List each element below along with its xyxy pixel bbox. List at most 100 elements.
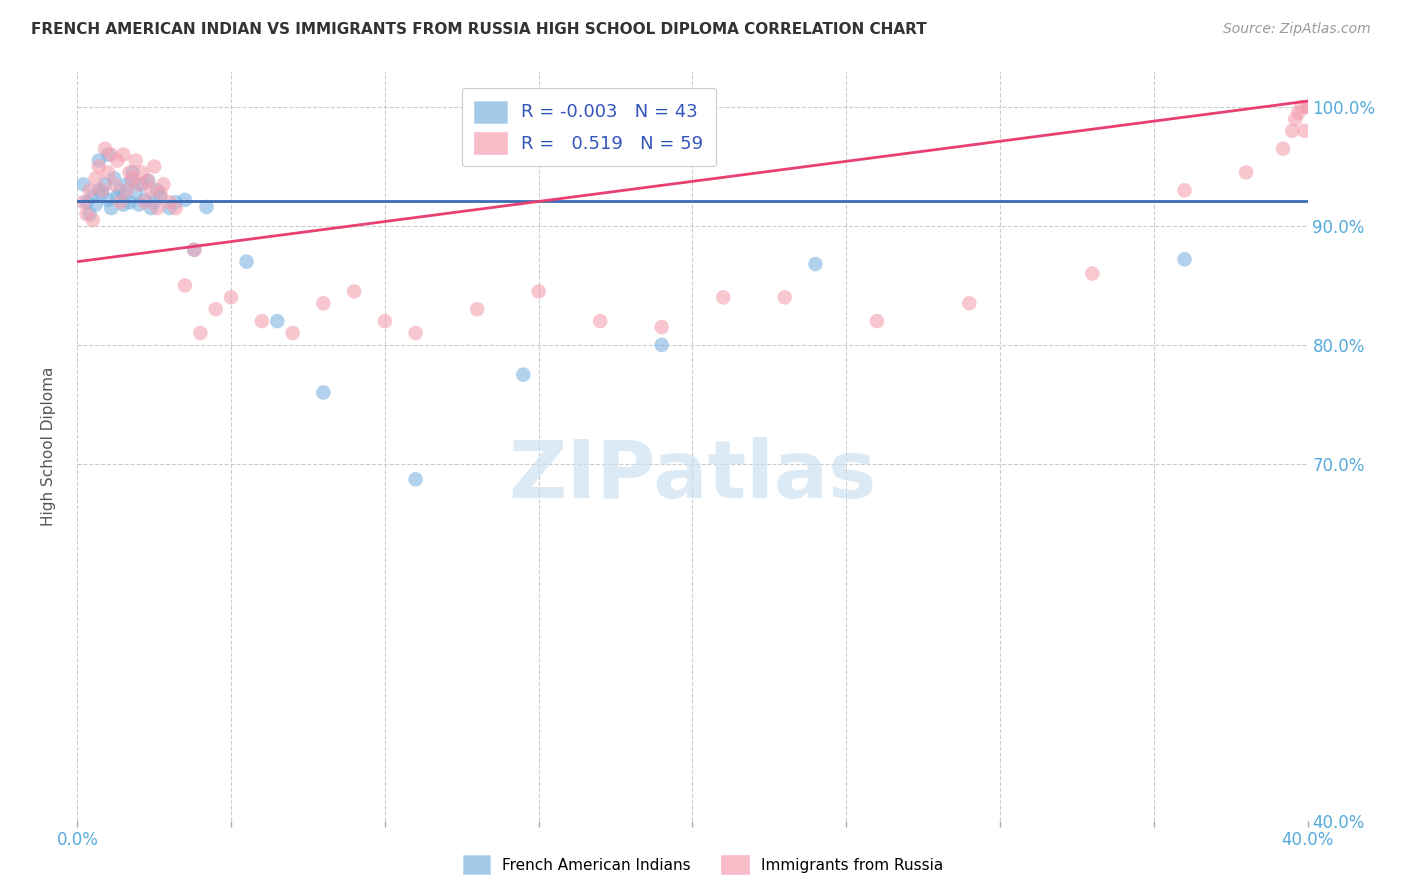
Point bbox=[281, 326, 304, 340]
Point bbox=[235, 254, 257, 268]
Point bbox=[79, 183, 101, 197]
Point bbox=[143, 160, 166, 174]
Point bbox=[118, 165, 141, 179]
Point bbox=[1174, 252, 1197, 267]
Point bbox=[94, 178, 117, 192]
Point bbox=[141, 183, 163, 197]
Point bbox=[1296, 100, 1319, 114]
Point bbox=[110, 195, 132, 210]
Point bbox=[152, 178, 174, 192]
Point bbox=[84, 171, 107, 186]
Point bbox=[103, 178, 125, 192]
Point bbox=[72, 195, 94, 210]
Text: Source: ZipAtlas.com: Source: ZipAtlas.com bbox=[1223, 22, 1371, 37]
Point bbox=[94, 142, 117, 156]
Point bbox=[131, 178, 153, 192]
Point bbox=[651, 320, 673, 334]
Point bbox=[115, 183, 138, 197]
Point bbox=[72, 178, 94, 192]
Point bbox=[804, 257, 827, 271]
Point bbox=[125, 186, 148, 200]
Point bbox=[136, 174, 159, 188]
Point bbox=[79, 207, 101, 221]
Y-axis label: High School Diploma: High School Diploma bbox=[42, 367, 56, 525]
Point bbox=[121, 171, 143, 186]
Point bbox=[1286, 106, 1309, 120]
Point bbox=[312, 385, 335, 400]
Point bbox=[105, 153, 128, 168]
Point bbox=[188, 326, 212, 340]
Point bbox=[136, 174, 159, 188]
Point bbox=[773, 290, 796, 304]
Point bbox=[1272, 142, 1295, 156]
Point bbox=[112, 189, 135, 203]
Point bbox=[134, 195, 156, 210]
Point bbox=[76, 207, 98, 221]
Point bbox=[711, 290, 734, 304]
Point bbox=[465, 302, 488, 317]
Point bbox=[82, 213, 104, 227]
Point bbox=[174, 278, 197, 293]
Point bbox=[250, 314, 273, 328]
Point bbox=[183, 243, 205, 257]
Point bbox=[343, 285, 366, 299]
Point bbox=[134, 193, 156, 207]
Point bbox=[1281, 124, 1303, 138]
Point bbox=[128, 178, 150, 192]
Point bbox=[87, 160, 110, 174]
Point bbox=[405, 326, 427, 340]
Point bbox=[115, 178, 138, 192]
Point bbox=[90, 186, 114, 200]
Point bbox=[97, 165, 120, 179]
Point bbox=[183, 243, 205, 257]
Point bbox=[149, 189, 172, 203]
Point bbox=[97, 147, 120, 161]
Point bbox=[1294, 124, 1316, 138]
Point bbox=[105, 189, 128, 203]
Point bbox=[1234, 165, 1257, 179]
Point bbox=[128, 197, 150, 211]
Point bbox=[76, 195, 98, 210]
Point bbox=[1296, 100, 1319, 114]
Point bbox=[112, 147, 135, 161]
Point bbox=[174, 193, 197, 207]
Point bbox=[957, 296, 980, 310]
Point bbox=[195, 200, 218, 214]
Point bbox=[1081, 267, 1104, 281]
Point bbox=[112, 197, 135, 211]
Point bbox=[165, 201, 187, 215]
Point bbox=[100, 147, 122, 161]
Point bbox=[405, 472, 427, 486]
Point bbox=[90, 183, 114, 197]
Point bbox=[121, 165, 143, 179]
Point bbox=[82, 189, 104, 203]
Point bbox=[866, 314, 889, 328]
Point bbox=[121, 174, 143, 188]
Point bbox=[266, 314, 288, 328]
Point bbox=[1284, 112, 1306, 126]
Point bbox=[1174, 183, 1197, 197]
Text: ZIPatlas: ZIPatlas bbox=[509, 437, 876, 515]
Point bbox=[589, 314, 612, 328]
Point bbox=[84, 197, 107, 211]
Legend: R = -0.003   N = 43, R =   0.519   N = 59: R = -0.003 N = 43, R = 0.519 N = 59 bbox=[461, 88, 716, 166]
Point bbox=[165, 195, 187, 210]
Point bbox=[204, 302, 226, 317]
Point bbox=[87, 183, 110, 197]
Point bbox=[219, 290, 242, 304]
Point bbox=[159, 195, 181, 210]
Text: FRENCH AMERICAN INDIAN VS IMMIGRANTS FROM RUSSIA HIGH SCHOOL DIPLOMA CORRELATION: FRENCH AMERICAN INDIAN VS IMMIGRANTS FRO… bbox=[31, 22, 927, 37]
Point bbox=[312, 296, 335, 310]
Point bbox=[131, 165, 153, 179]
Point bbox=[118, 195, 141, 210]
Point bbox=[103, 171, 125, 186]
Point bbox=[143, 195, 166, 210]
Point bbox=[141, 201, 163, 215]
Point bbox=[159, 201, 181, 215]
Point bbox=[146, 201, 169, 215]
Point bbox=[97, 193, 120, 207]
Point bbox=[1291, 100, 1313, 114]
Point bbox=[87, 153, 110, 168]
Point bbox=[512, 368, 534, 382]
Point bbox=[374, 314, 396, 328]
